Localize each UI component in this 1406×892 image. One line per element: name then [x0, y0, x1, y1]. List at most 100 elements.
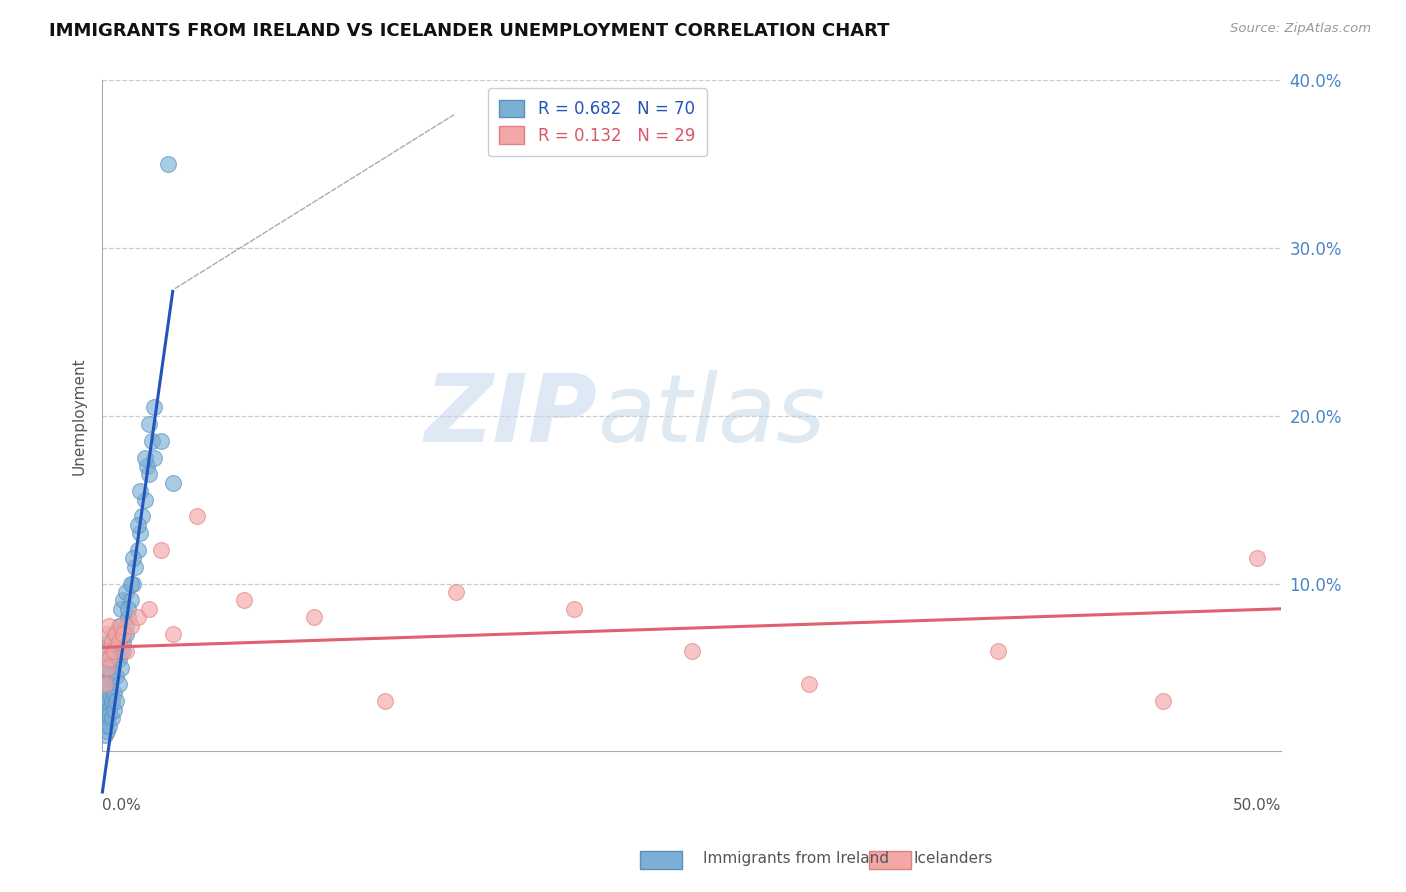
Point — [162, 627, 184, 641]
Point — [105, 635, 128, 649]
Point — [93, 660, 115, 674]
Point — [103, 702, 125, 716]
Point — [105, 627, 128, 641]
Point — [129, 526, 152, 541]
Text: 0.0%: 0.0% — [103, 798, 141, 814]
Point — [374, 694, 396, 708]
Point — [444, 585, 467, 599]
Point — [93, 677, 115, 691]
Point — [96, 644, 118, 658]
Point — [103, 652, 125, 666]
Point — [1152, 694, 1174, 708]
Point — [96, 714, 118, 729]
Point — [112, 635, 135, 649]
Point — [112, 593, 135, 607]
Point — [100, 694, 122, 708]
Point — [93, 686, 115, 700]
Text: Immigrants from Ireland: Immigrants from Ireland — [703, 851, 889, 865]
Text: ZIP: ZIP — [425, 369, 598, 462]
Y-axis label: Unemployment: Unemployment — [72, 357, 86, 475]
Point — [157, 157, 180, 171]
Point — [127, 610, 149, 624]
Point — [120, 593, 142, 607]
Point — [110, 618, 132, 632]
Point — [98, 618, 121, 632]
Point — [98, 719, 121, 733]
Point — [93, 728, 115, 742]
Point — [987, 644, 1010, 658]
Point — [98, 635, 121, 649]
Point — [96, 702, 118, 716]
Point — [110, 660, 132, 674]
Point — [93, 644, 115, 658]
Point — [134, 492, 156, 507]
Point — [143, 450, 166, 465]
Point — [96, 627, 118, 641]
Point — [114, 627, 136, 641]
Point — [1246, 551, 1268, 566]
Point — [98, 686, 121, 700]
Text: 50.0%: 50.0% — [1233, 798, 1281, 814]
Point — [100, 635, 122, 649]
Point — [114, 618, 136, 632]
Point — [93, 652, 115, 666]
Point — [120, 618, 142, 632]
Point — [131, 509, 153, 524]
Point — [103, 627, 125, 641]
Point — [103, 644, 125, 658]
Point — [96, 694, 118, 708]
Point — [107, 635, 129, 649]
Point — [117, 601, 139, 615]
Text: IMMIGRANTS FROM IRELAND VS ICELANDER UNEMPLOYMENT CORRELATION CHART: IMMIGRANTS FROM IRELAND VS ICELANDER UNE… — [49, 22, 890, 40]
Point — [93, 677, 115, 691]
Point — [120, 576, 142, 591]
Point — [96, 660, 118, 674]
Point — [107, 618, 129, 632]
Point — [98, 702, 121, 716]
Point — [98, 652, 121, 666]
Point — [107, 677, 129, 691]
Point — [150, 434, 173, 448]
Text: Source: ZipAtlas.com: Source: ZipAtlas.com — [1230, 22, 1371, 36]
Point — [121, 576, 143, 591]
Point — [107, 652, 129, 666]
Point — [138, 601, 160, 615]
Point — [138, 467, 160, 482]
Point — [112, 627, 135, 641]
Point — [232, 593, 254, 607]
Point — [93, 669, 115, 683]
Point — [162, 475, 184, 490]
Point — [105, 669, 128, 683]
Point — [150, 543, 173, 558]
Point — [129, 484, 152, 499]
Point — [304, 610, 326, 624]
Point — [127, 517, 149, 532]
Point — [96, 711, 118, 725]
Point — [136, 459, 159, 474]
Point — [100, 644, 122, 658]
Legend: R = 0.682   N = 70, R = 0.132   N = 29: R = 0.682 N = 70, R = 0.132 N = 29 — [488, 88, 707, 156]
Point — [93, 694, 115, 708]
Point — [96, 677, 118, 691]
Point — [186, 509, 208, 524]
Text: atlas: atlas — [598, 370, 825, 461]
Point — [98, 707, 121, 722]
Point — [127, 543, 149, 558]
Point — [98, 660, 121, 674]
Point — [799, 677, 821, 691]
Point — [105, 694, 128, 708]
Point — [100, 669, 122, 683]
Point — [96, 660, 118, 674]
Point — [114, 644, 136, 658]
Point — [100, 711, 122, 725]
Point — [117, 610, 139, 624]
Point — [93, 702, 115, 716]
Point — [138, 417, 160, 431]
Point — [110, 644, 132, 658]
Point — [114, 585, 136, 599]
Point — [93, 719, 115, 733]
Point — [110, 601, 132, 615]
Point — [681, 644, 703, 658]
Text: Icelanders: Icelanders — [914, 851, 993, 865]
Point — [93, 711, 115, 725]
